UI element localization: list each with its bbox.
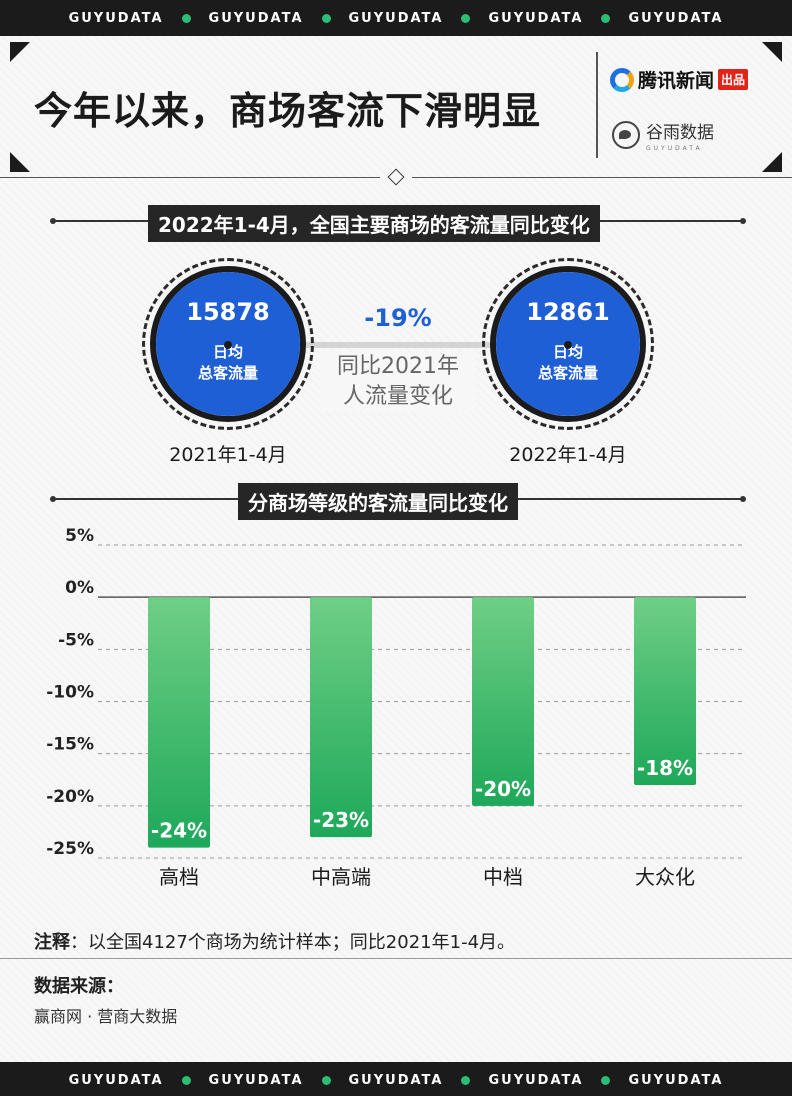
section-dot-icon [740,496,746,502]
header: 今年以来，商场客流下滑明显 腾讯新闻 出品 谷雨数据 GUYUDATA [0,36,792,178]
band-text: GUYUDATA [488,10,584,26]
band-text: GUYUDATA [628,1072,724,1088]
corner-decoration-icon [762,152,782,172]
separator-line [412,177,792,178]
y-tick-label: -25% [46,839,94,859]
change-description: 同比2021年 人流量变化 [320,352,476,412]
x-category-label: 中高端 [311,865,371,889]
note-text: ：以全国4127个商场为统计样本；同比2021年1-4月。 [70,932,516,953]
corner-decoration-icon [10,152,30,172]
y-tick-label: 5% [65,526,94,546]
band-text: GUYUDATA [348,10,444,26]
band-dot-icon [601,1075,611,1085]
x-category-label: 中档 [483,865,523,889]
source-title: 数据来源： [34,976,124,997]
band-text: GUYUDATA [488,1072,584,1088]
bar-value-label: -18% [637,756,693,780]
brand1-tag: 出品 [718,69,749,90]
change-percent: -19% [364,304,432,332]
change-desc-line1: 同比2021年 [337,354,459,379]
band-text: GUYUDATA [208,10,304,26]
header-divider [596,52,598,158]
y-tick-label: 0% [65,578,94,598]
page-title: 今年以来，商场客流下滑明显 [34,89,542,133]
y-tick-label: -5% [58,630,94,650]
note-label: 注释 [34,932,70,953]
right-period: 2022年1-4月 [509,444,627,466]
bar-value-label: -23% [313,808,369,832]
band-dot-icon [181,13,191,23]
bar [148,597,210,848]
band-dot-icon [321,13,331,23]
band-dot-icon [461,1075,471,1085]
corner-decoration-icon [10,42,30,62]
x-category-label: 大众化 [635,865,695,889]
band-dot-icon [321,1075,331,1085]
source-text: 赢商网 · 营商大数据 [34,1007,178,1026]
connector-dot-icon [564,341,572,349]
left-label-line2: 总客流量 [197,364,258,382]
band-dot-icon [181,1075,191,1085]
bar-value-label: -20% [475,777,531,801]
comparison-connector [228,342,568,348]
band-dot-icon [461,13,471,23]
corner-decoration-icon [762,42,782,62]
footnote: 注释：以全国4127个商场为统计样本；同比2021年1-4月。 [34,928,515,954]
right-label: 日均 总客流量 [496,342,640,384]
band-text: GUYUDATA [628,10,724,26]
section2-title: 分商场等级的客流量同比变化 [238,483,518,520]
section1-title: 2022年1-4月，全国主要商场的客流量同比变化 [148,205,600,242]
bar-value-label: -24% [151,819,207,843]
separator-line [0,177,380,178]
y-tick-label: -20% [46,787,94,807]
bar [472,597,534,806]
left-label: 日均 总客流量 [156,342,300,384]
band-text: GUYUDATA [68,1072,164,1088]
brand-guyu-data: 谷雨数据 GUYUDATA [612,118,714,152]
bar [310,597,372,838]
left-period: 2021年1-4月 [169,444,287,466]
right-value-bubble: 12861 日均 总客流量 [496,272,640,416]
guyu-bird-logo-icon [612,121,640,149]
band-text: GUYUDATA [68,10,164,26]
brand1-name: 腾讯新闻 [638,70,715,92]
brand2-name: 谷雨数据 [646,123,714,143]
top-brand-band: GUYUDATA GUYUDATA GUYUDATA GUYUDATA GUYU… [0,0,792,36]
y-tick-label: -15% [46,735,94,755]
x-category-label: 高档 [159,865,199,889]
section-dot-icon [740,218,746,224]
left-label-line1: 日均 [212,343,243,361]
footnote-separator [0,958,792,959]
connector-dot-icon [224,341,232,349]
bar-chart: 5% 0% -5% -10% -15% -20% -25% -24% 高档 -23% 中高端 -20… [46,526,746,889]
right-ring-inner [490,266,646,422]
y-tick-label: -10% [46,683,94,703]
change-desc-line2: 人流量变化 [342,384,453,409]
bar [634,597,696,785]
right-value: 12861 [526,298,610,326]
bottom-brand-band: GUYUDATA GUYUDATA GUYUDATA GUYUDATA GUYU… [0,1062,792,1096]
brand2-sub: GUYUDATA [646,145,703,152]
right-ring [482,258,654,430]
band-text: GUYUDATA [348,1072,444,1088]
right-label-line1: 日均 [552,343,583,361]
brand-tencent-news: 腾讯新闻 出品 [610,66,749,93]
band-dot-icon [601,13,611,23]
left-ring-inner [150,266,306,422]
band-text: GUYUDATA [208,1072,304,1088]
left-value: 15878 [186,298,270,326]
right-label-line2: 总客流量 [537,364,598,382]
tencent-news-logo-icon [610,67,634,92]
left-ring [142,258,314,430]
